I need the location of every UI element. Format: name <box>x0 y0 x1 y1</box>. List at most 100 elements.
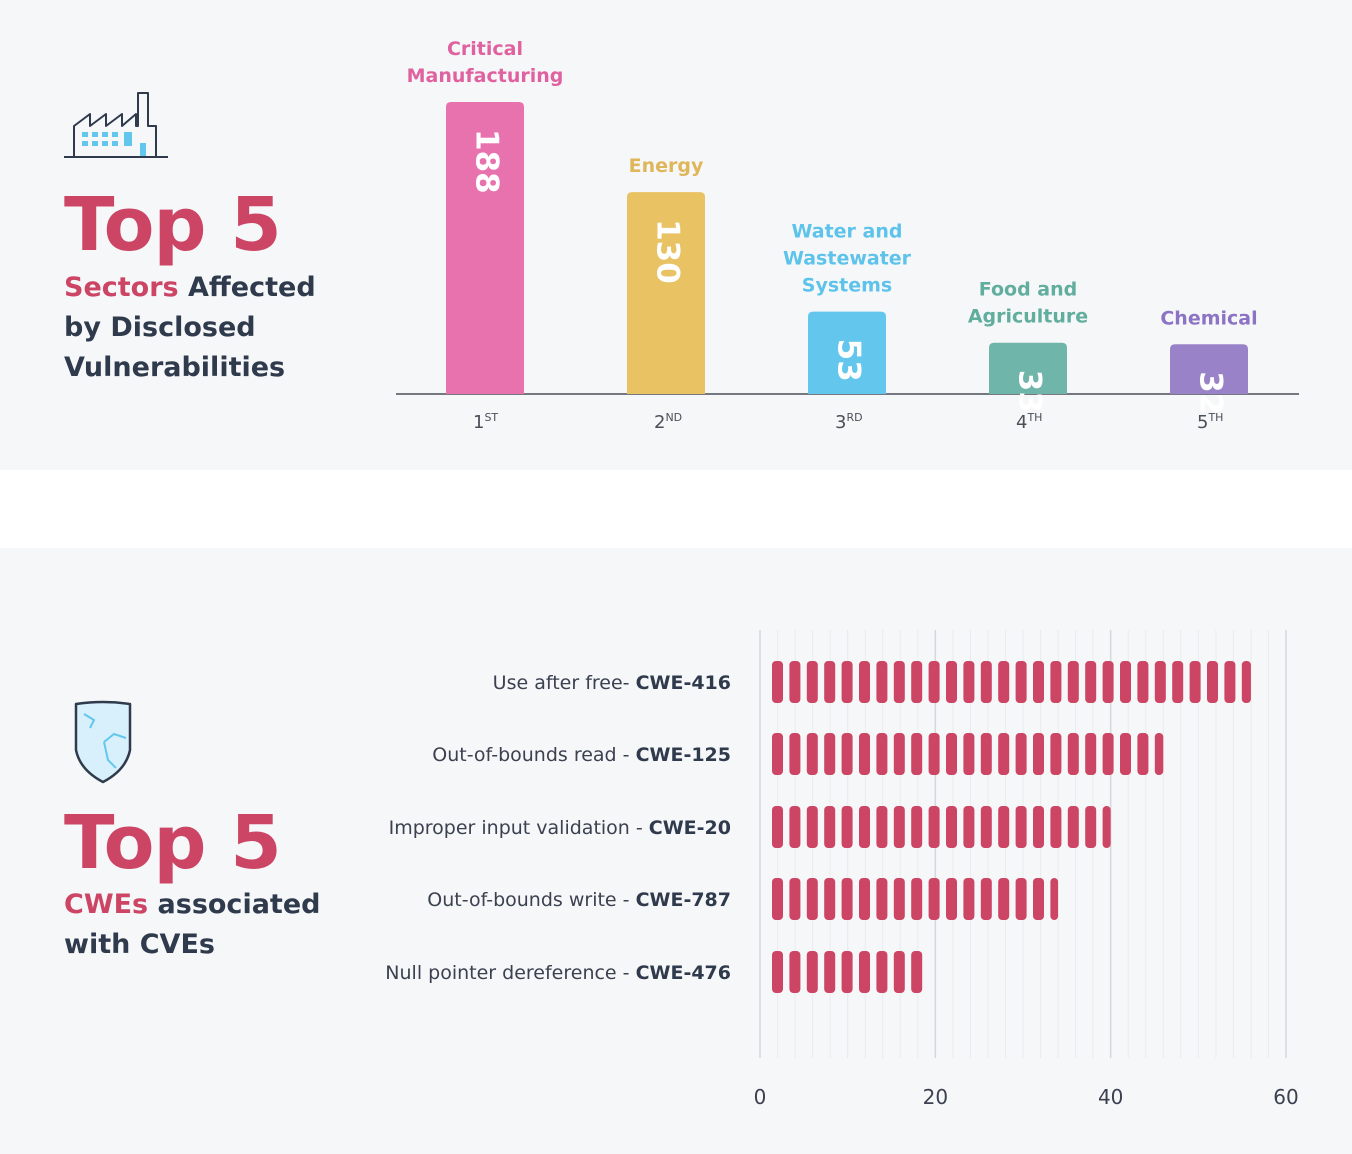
cwe-category-label: Null pointer dereference - CWE-476 <box>385 962 731 984</box>
cwe-bar-segment <box>893 878 905 920</box>
cwe-bar-segment <box>998 661 1010 703</box>
sector-category-label: Chemical <box>1160 307 1257 329</box>
cwe-category-code: CWE-125 <box>636 744 731 766</box>
sector-bar <box>1170 344 1248 394</box>
sectors-subtitle-rest: Affected <box>178 272 316 303</box>
sector-rank-suffix: RD <box>846 411 862 424</box>
cwe-bar-chart: 0 20 40 60 Use after free- CWE-416 Out-of-bou… <box>385 630 1299 1109</box>
cwe-bar-segment <box>859 661 870 703</box>
cwe-bar-segment <box>893 806 905 848</box>
cwe-bar-segment <box>1033 661 1044 703</box>
cwe-bar-segment <box>980 733 992 775</box>
cwe-bar-segment <box>911 878 923 920</box>
sector-bar <box>446 102 524 394</box>
cwe-bar-segment <box>998 878 1010 920</box>
sectors-panel: Top 5 Sectors Affected by Disclosed Vuln… <box>0 0 1352 470</box>
cwe-bar-segment <box>824 951 836 993</box>
cwe-bar-segment <box>928 806 940 848</box>
sector-category-label: Wastewater <box>783 248 912 270</box>
cwe-bar-segment <box>1033 733 1044 775</box>
cwe-category-label: Improper input validation - CWE-20 <box>389 817 731 839</box>
sector-rank-suffix: TH <box>1207 411 1223 424</box>
sector-value-label: 53 <box>831 339 867 382</box>
cwe-bar-segment <box>911 951 923 993</box>
cwe-title: Top 5 <box>64 800 282 886</box>
cwe-category-name: Out-of-bounds write - <box>427 889 635 911</box>
cwe-bar-segment <box>1154 733 1164 775</box>
cwe-category-name: Null pointer dereference - <box>385 962 635 984</box>
cwe-bar-segment <box>1207 661 1218 703</box>
cwe-bar-segment <box>946 733 957 775</box>
cwe-bar-segment <box>841 733 853 775</box>
cwe-panel: Top 5 CWEs associated with CVEs 0 20 40 60 U… <box>0 548 1352 1154</box>
cwe-bar-segment <box>1067 806 1079 848</box>
cwe-bar-segment <box>789 733 801 775</box>
cwe-bar <box>772 878 1059 920</box>
cwe-bar-segment <box>789 951 801 993</box>
cwe-bar-segment <box>1085 661 1097 703</box>
cwe-bar-segment <box>963 733 975 775</box>
cwe-bar-segment <box>928 733 940 775</box>
sector-rank-suffix: ND <box>665 411 682 424</box>
sector-category-label: Energy <box>629 155 704 177</box>
cwe-bar-segment <box>1015 661 1027 703</box>
cwe-category-code: CWE-476 <box>636 962 731 984</box>
cwe-x-tick-label: 60 <box>1273 1085 1298 1109</box>
cwe-bar-segment <box>893 951 905 993</box>
cwe-bar <box>772 661 1251 703</box>
cwe-bar-segment <box>876 951 888 993</box>
cwe-bar-segment <box>789 661 801 703</box>
cwe-bar-segment <box>1137 733 1149 775</box>
cwe-bar-segment <box>859 878 870 920</box>
cwe-bar-segment <box>1033 806 1044 848</box>
sectors-subtitle-line1: Sectors Affected <box>64 268 316 308</box>
cwe-bar-segment <box>911 661 923 703</box>
cwe-bar-segment <box>1067 733 1079 775</box>
cwe-category-code: CWE-20 <box>649 817 731 839</box>
cwe-bar-segment <box>841 878 853 920</box>
cwe-category-code: CWE-787 <box>636 889 731 911</box>
cwe-bar-segment <box>963 661 975 703</box>
sector-value-label: 32 <box>1193 371 1229 414</box>
sector-rank-label: 2ND <box>654 411 682 433</box>
cwe-bar-segment <box>1120 661 1131 703</box>
cwe-subtitle-rest: associated <box>148 889 321 920</box>
cwe-bar <box>772 733 1164 775</box>
cwe-bar-segment <box>876 878 888 920</box>
sector-category-label: Water and <box>791 221 902 243</box>
cwe-bar-segment <box>806 733 818 775</box>
sectors-bar-chart: 188 Critical Manufacturing 1ST 130 Energy 2ND 5… <box>396 38 1299 433</box>
sector-rank-suffix: ST <box>484 411 498 424</box>
cwe-bar-segment <box>980 661 992 703</box>
cwe-bar-segment <box>928 878 940 920</box>
cwe-x-tick-label: 20 <box>923 1085 948 1109</box>
cwe-bar-segment <box>1067 661 1079 703</box>
sector-rank-suffix: TH <box>1026 411 1042 424</box>
cwe-category-label: Out-of-bounds read - CWE-125 <box>432 744 731 766</box>
cwe-bar-segment <box>1189 661 1201 703</box>
sectors-subtitle-line2: by Disclosed <box>64 312 256 343</box>
cwe-bar-segment <box>946 806 957 848</box>
cwe-bar-segment <box>841 806 853 848</box>
cwe-bar-segment <box>1102 806 1111 848</box>
cwe-bar-segment <box>928 661 940 703</box>
sectors-subtitle-line3: Vulnerabilities <box>64 352 286 383</box>
cwe-category-code: CWE-416 <box>636 672 731 694</box>
sectors-title: Top 5 <box>64 182 282 268</box>
cwe-category-label: Use after free- CWE-416 <box>493 672 731 694</box>
cwe-bar-segment <box>841 951 853 993</box>
cwe-bar-segment <box>1172 661 1184 703</box>
cwe-bar-segment <box>876 806 888 848</box>
cwe-bar-segment <box>876 661 888 703</box>
cwe-category-name: Improper input validation - <box>389 817 649 839</box>
cwe-bar-segment <box>1050 661 1062 703</box>
sector-category-label: Agriculture <box>968 306 1088 328</box>
cwe-bar-segment <box>772 951 783 993</box>
cwe-bar-segment <box>893 661 905 703</box>
cwe-bar <box>772 806 1111 848</box>
cwe-x-tick-label: 0 <box>754 1085 767 1109</box>
cwe-bar-segment <box>946 878 957 920</box>
cwe-bar-segment <box>806 661 818 703</box>
cwe-bar-segment <box>1241 661 1251 703</box>
sector-value-label: 188 <box>469 129 505 194</box>
